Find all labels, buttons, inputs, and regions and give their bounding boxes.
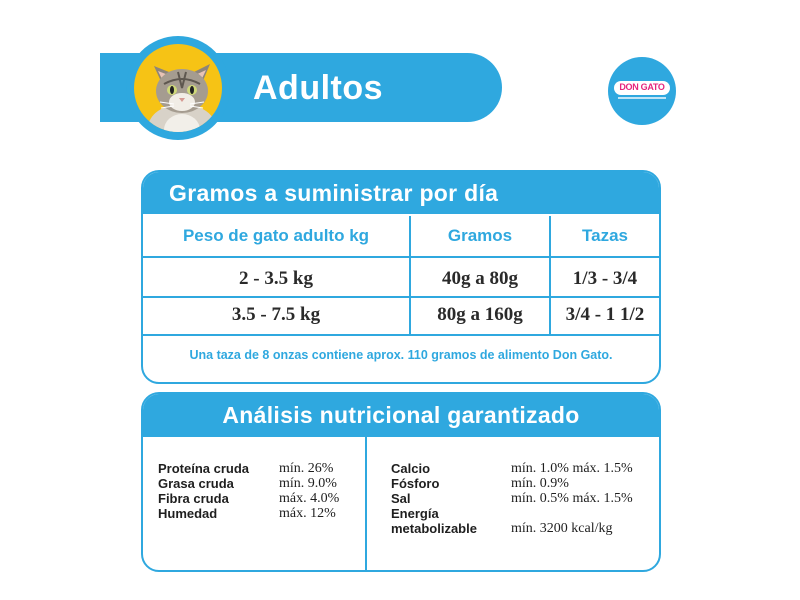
table-divider xyxy=(143,334,659,336)
cat-photo xyxy=(134,44,222,132)
feeding-table-title: Gramos a suministrar por día xyxy=(169,180,499,206)
table-cell-weight-2: 3.5 - 7.5 kg xyxy=(231,304,321,325)
nutrient-label-phosphorus: Fósforo xyxy=(391,476,440,491)
nutrient-label-energy: Energía xyxy=(391,506,439,521)
logo-underline xyxy=(618,97,666,99)
nutrient-value-moisture: máx. 12% xyxy=(279,506,336,521)
nutrient-value-energy: mín. 3200 kcal/kg xyxy=(511,521,613,536)
table-cell-cups-2: 3/4 - 1 1/2 xyxy=(565,304,645,325)
table-cell-grams-2: 80g a 160g xyxy=(437,304,523,325)
nutrition-title: Análisis nutricional garantizado xyxy=(222,402,580,428)
cat-icon xyxy=(148,64,216,132)
table-column-divider xyxy=(549,216,551,336)
table-cell-cups-1: 1/3 - 3/4 xyxy=(572,268,638,289)
logo-text: DON GATO xyxy=(619,82,665,92)
nutrition-column-divider xyxy=(365,437,367,570)
nutrient-label-calcium: Calcio xyxy=(391,461,431,476)
nutrient-label-metabolizable: metabolizable xyxy=(391,521,477,536)
nutrient-value-salt: mín. 0.5% máx. 1.5% xyxy=(511,491,633,506)
feeding-table-box: Gramos a suministrar por día Peso de gat… xyxy=(141,170,661,384)
brand-logo: DON GATO xyxy=(608,57,676,125)
table-divider xyxy=(143,296,659,298)
nutrient-value-fiber: máx. 4.0% xyxy=(279,491,340,506)
nutrient-label-moisture: Humedad xyxy=(158,506,218,521)
table-column-divider xyxy=(409,216,411,336)
nutrition-header: Análisis nutricional garantizado xyxy=(143,394,659,437)
nutrient-value-phosphorus: mín. 0.9% xyxy=(511,476,569,491)
table-cell-grams-1: 40g a 80g xyxy=(442,268,518,289)
nutrient-label-fat: Grasa cruda xyxy=(158,476,234,491)
column-header-cups: Tazas xyxy=(582,226,628,245)
nutrient-value-protein: mín. 26% xyxy=(279,461,334,476)
column-header-weight: Peso de gato adulto kg xyxy=(182,226,370,245)
nutrient-value-calcium: mín. 1.0% máx. 1.5% xyxy=(511,461,633,476)
nutrition-box: Análisis nutricional garantizado Proteín… xyxy=(141,392,661,572)
nutrient-label-protein: Proteína cruda xyxy=(158,461,250,476)
nutrient-value-fat: mín. 9.0% xyxy=(279,476,337,491)
nutrient-label-salt: Sal xyxy=(391,491,411,506)
page-title: Adultos xyxy=(253,69,384,107)
feeding-table-header: Gramos a suministrar por día xyxy=(143,172,659,214)
serving-note: Una taza de 8 onzas contiene aprox. 110 … xyxy=(189,348,613,362)
table-cell-weight-1: 2 - 3.5 kg xyxy=(239,268,313,289)
logo-label-background xyxy=(614,81,670,95)
nutrient-label-fiber: Fibra cruda xyxy=(158,491,229,506)
table-divider xyxy=(143,256,659,258)
column-header-grams: Gramos xyxy=(447,226,513,245)
